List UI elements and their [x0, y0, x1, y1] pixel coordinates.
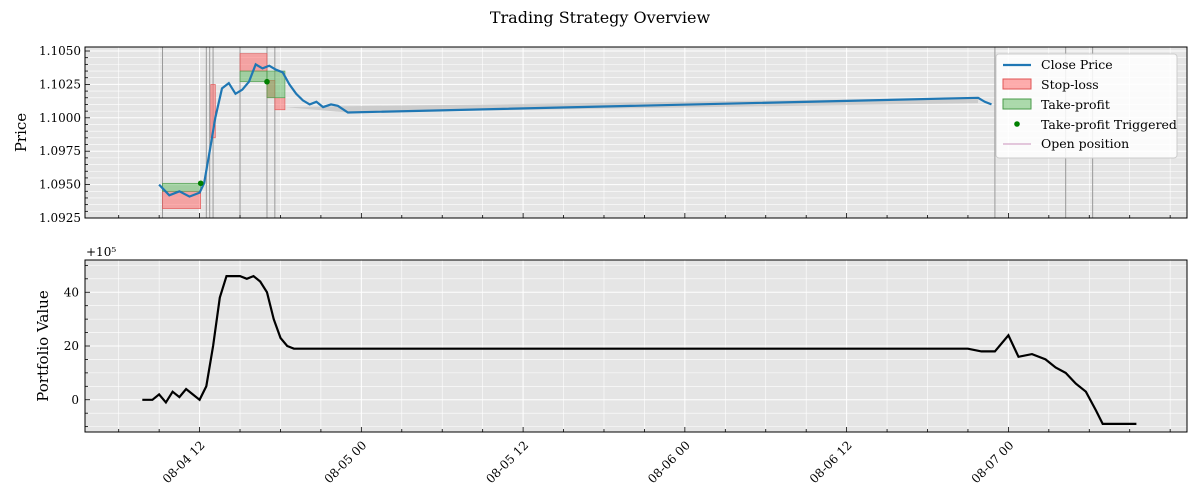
- stop-loss-zone: [274, 97, 286, 111]
- take-profit-triggered-dot: [197, 180, 204, 187]
- legend-stop-loss: Stop-loss: [1041, 77, 1099, 92]
- price-y-ticks: 1.0925 1.0950 1.0975 1.1000 1.1025 1.1050: [39, 44, 90, 225]
- price-y-tick-label: 1.0975: [39, 144, 81, 158]
- legend-take-profit: Take-profit: [1041, 97, 1110, 112]
- portfolio-x-tick-label: 08-06 12: [807, 438, 855, 486]
- stop-loss-zone: [210, 84, 216, 139]
- legend-tp-triggered-swatch: [1014, 121, 1020, 127]
- price-y-tick-label: 1.0925: [39, 211, 81, 225]
- figure-title: Trading Strategy Overview: [490, 8, 711, 27]
- portfolio-offset-label: +10⁵: [86, 245, 116, 259]
- take-profit-zone: [162, 182, 202, 192]
- price-y-tick-label: 1.1050: [39, 44, 81, 58]
- portfolio-x-tick-label: 08-05 12: [483, 438, 531, 486]
- price-y-tick-label: 1.0950: [39, 178, 81, 192]
- price-axes-frame: [84, 46, 1188, 219]
- portfolio-x-tick-label: 08-07 00: [969, 438, 1017, 486]
- portfolio-x-ticks: 08-04 12 08-05 00 08-05 12 08-06 00 08-06 12…: [118, 427, 1171, 486]
- legend-take-profit-swatch: [1002, 98, 1032, 110]
- portfolio-y-tick-label: 40: [64, 285, 79, 299]
- price-panel: 1.0925 1.0950 1.0975 1.1000 1.1025 1.1050 Pri…: [12, 44, 1188, 225]
- take-profit-dots: [197, 78, 270, 187]
- legend-take-profit-triggered: Take-profit Triggered: [1041, 117, 1177, 132]
- portfolio-value-line: [142, 274, 1137, 425]
- close-price-line: [158, 62, 992, 198]
- legend-stop-loss-swatch: [1002, 78, 1032, 90]
- portfolio-x-tick-label: 08-06 00: [645, 438, 693, 486]
- legend: Close Price Stop-loss Take-profit Take-p…: [995, 53, 1178, 159]
- price-x-ticks: [118, 213, 1171, 218]
- portfolio-y-tick-label: 0: [71, 393, 79, 407]
- price-y-axis-label: Price: [12, 113, 30, 152]
- price-y-tick-label: 1.1025: [39, 77, 81, 91]
- legend-open-position: Open position: [1041, 136, 1129, 151]
- portfolio-x-tick-label: 08-05 00: [322, 438, 370, 486]
- legend-box: [995, 53, 1178, 159]
- portfolio-y-axis-label: Portfolio Value: [34, 290, 52, 402]
- portfolio-grid: [85, 260, 1187, 432]
- portfolio-y-tick-label: 20: [64, 339, 79, 353]
- price-y-tick-label: 1.1000: [39, 111, 81, 125]
- portfolio-y-ticks: 0 20 40: [64, 264, 90, 428]
- portfolio-x-tick-label: 08-04 12: [160, 438, 208, 486]
- legend-close-price: Close Price: [1041, 57, 1113, 72]
- take-profit-triggered-dot: [264, 78, 270, 85]
- take-profit-zone: [266, 70, 286, 99]
